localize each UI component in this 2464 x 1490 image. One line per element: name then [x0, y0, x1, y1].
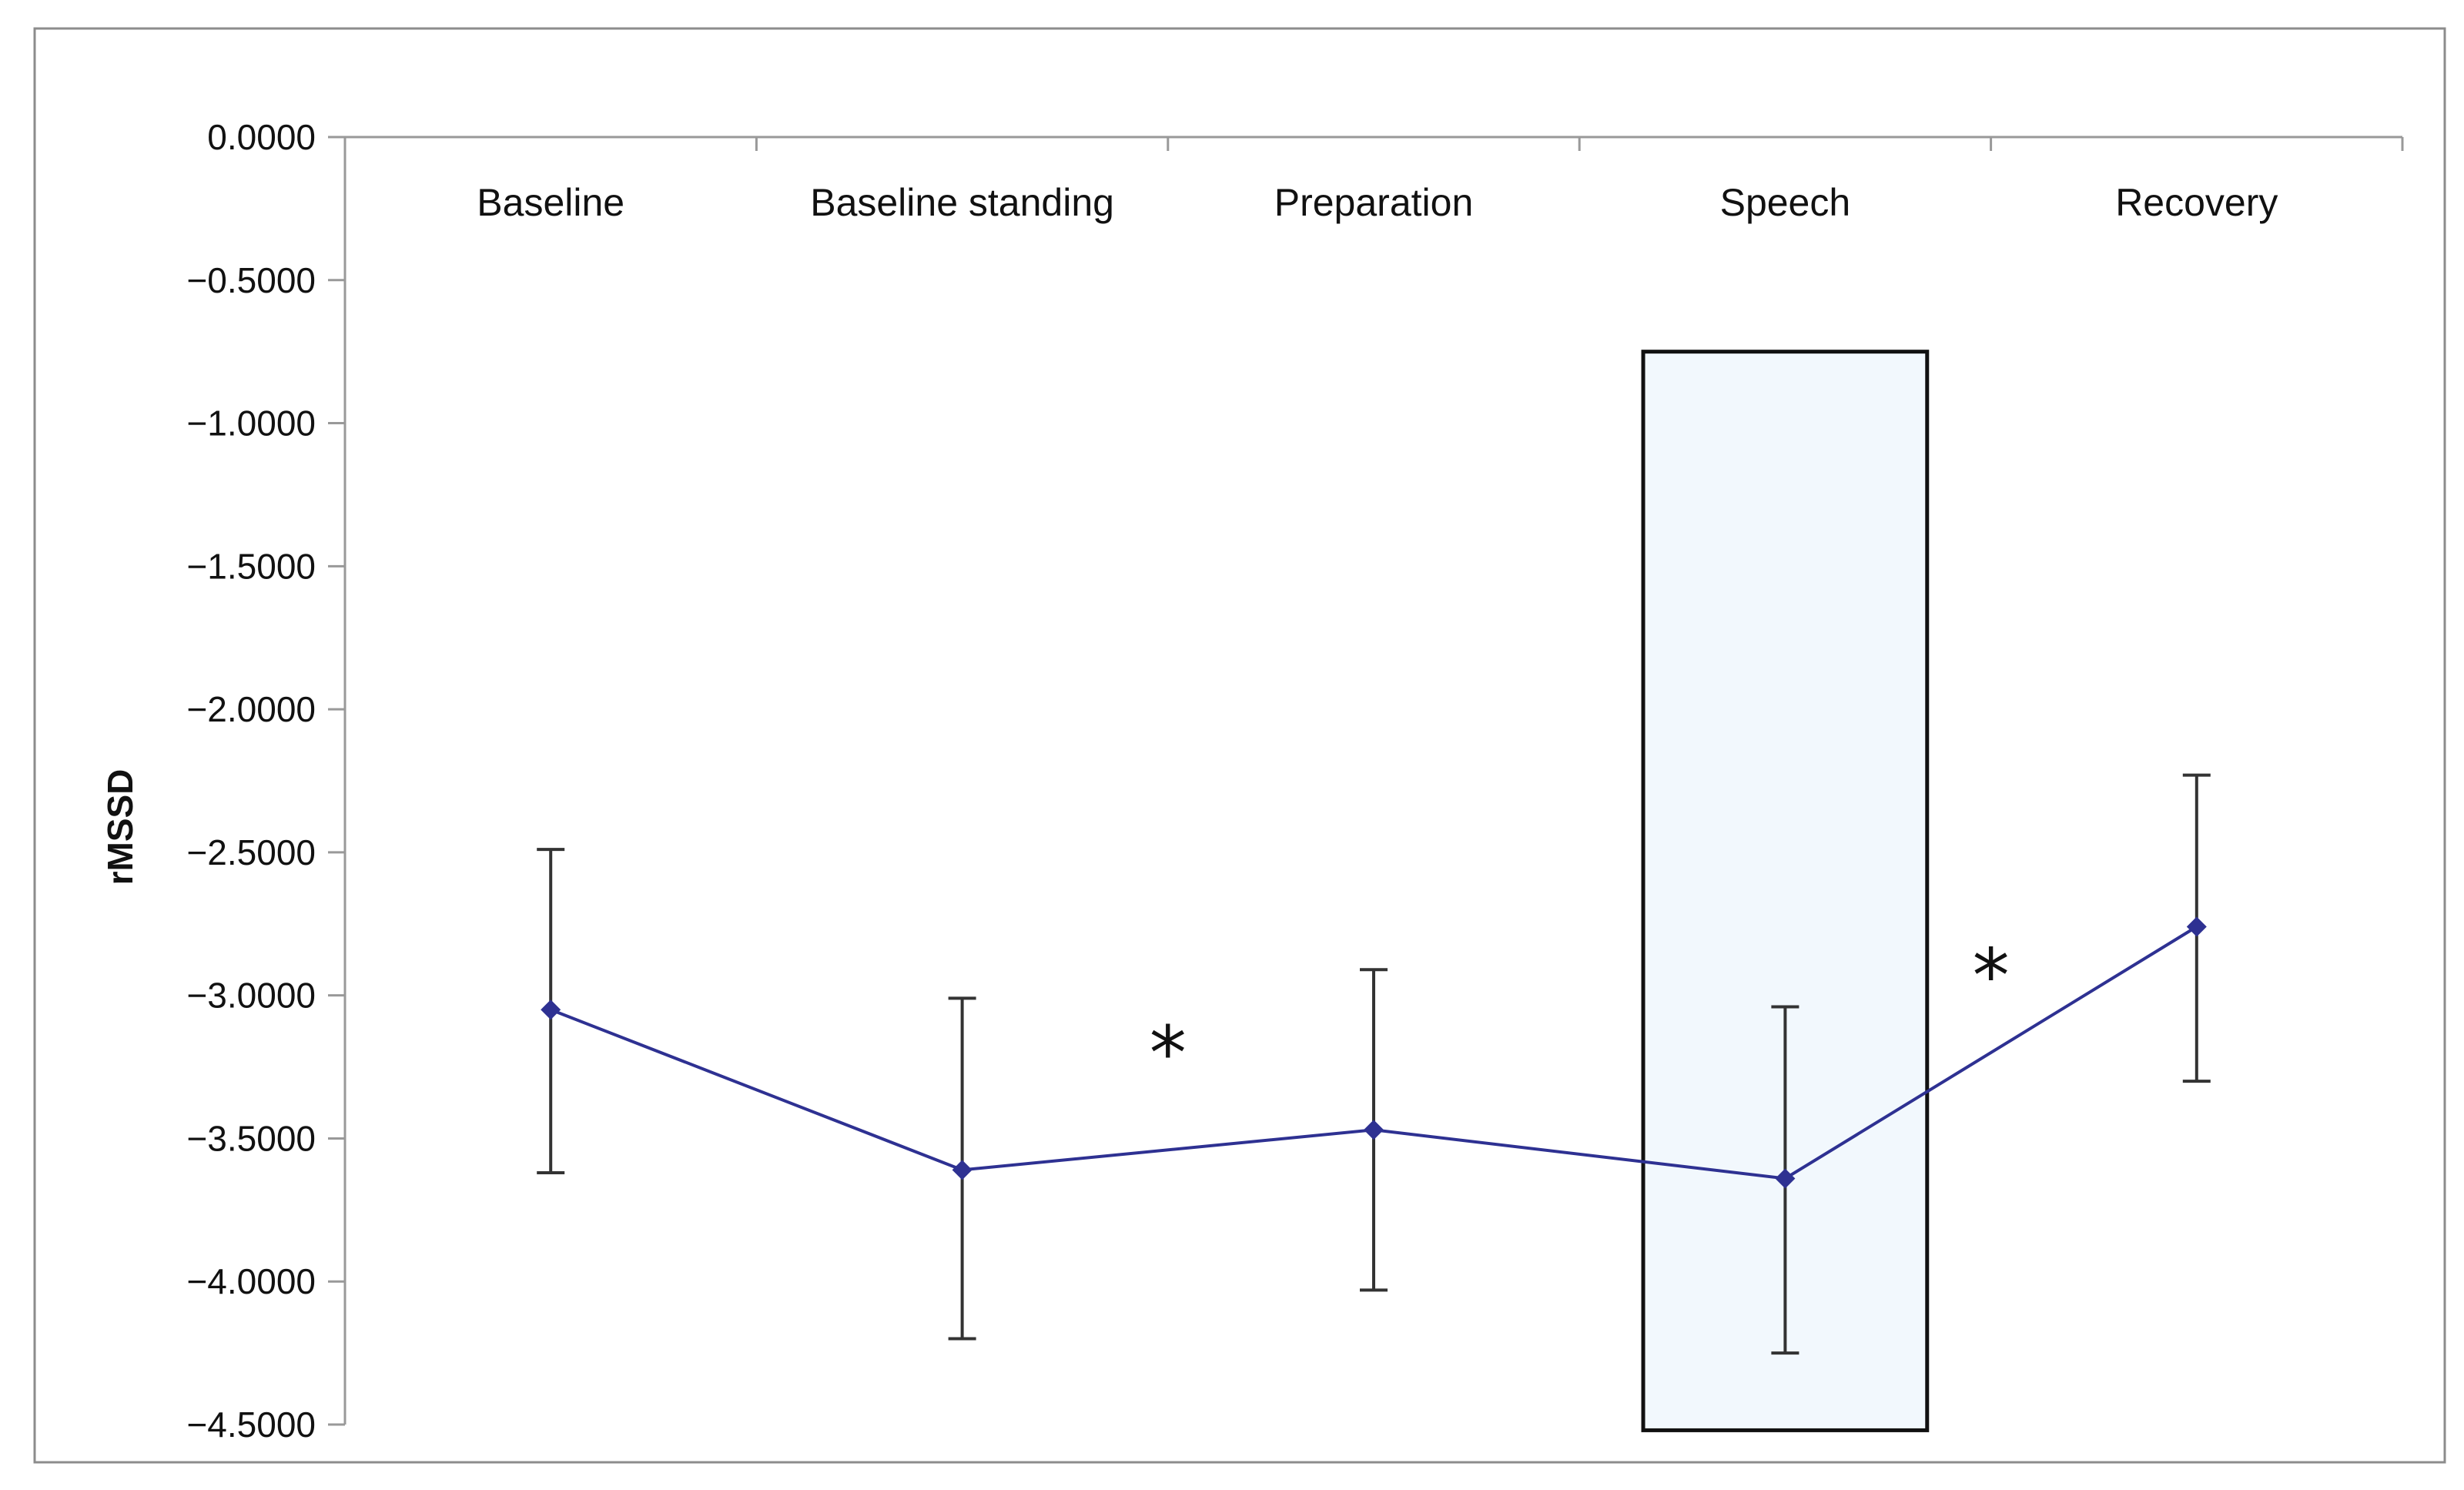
category-label: Baseline standing	[810, 181, 1114, 224]
significance-marker: *	[1150, 1010, 1187, 1097]
data-point	[1775, 1168, 1796, 1189]
category-label: Recovery	[2115, 181, 2278, 224]
significance-marker: *	[1973, 933, 2010, 1020]
y-ticks: 0.0000 −0.5000 −1.0000 −1.5000 −2.0000 −2.500…	[186, 117, 345, 1445]
y-tick-label: −3.5000	[186, 1118, 316, 1158]
data-point	[1364, 1120, 1384, 1140]
data-series	[541, 916, 2207, 1189]
category-label: Preparation	[1274, 181, 1474, 224]
y-axis-label: rMSSD	[100, 769, 140, 886]
axes	[343, 136, 2404, 1425]
data-point	[541, 999, 561, 1020]
category-labels: Baseline Baseline standing Preparation Spee…	[477, 181, 2278, 224]
annotations: **	[1150, 933, 2010, 1097]
y-tick-label: 0.0000	[207, 117, 316, 157]
y-tick-label: −0.5000	[186, 260, 316, 300]
y-tick-label: −4.0000	[186, 1261, 316, 1301]
y-tick-label: −2.5000	[186, 832, 316, 872]
y-tick-label: −2.0000	[186, 689, 316, 729]
data-point	[952, 1160, 973, 1180]
y-tick-label: −1.0000	[186, 403, 316, 444]
y-tick-label: −1.5000	[186, 546, 316, 586]
chart-frame	[33, 27, 2446, 1464]
y-tick-label: −4.5000	[186, 1405, 316, 1445]
y-tick-label: −3.0000	[186, 976, 316, 1016]
data-point	[2186, 916, 2207, 937]
category-label: Speech	[1720, 181, 1851, 224]
category-label: Baseline	[477, 181, 624, 224]
